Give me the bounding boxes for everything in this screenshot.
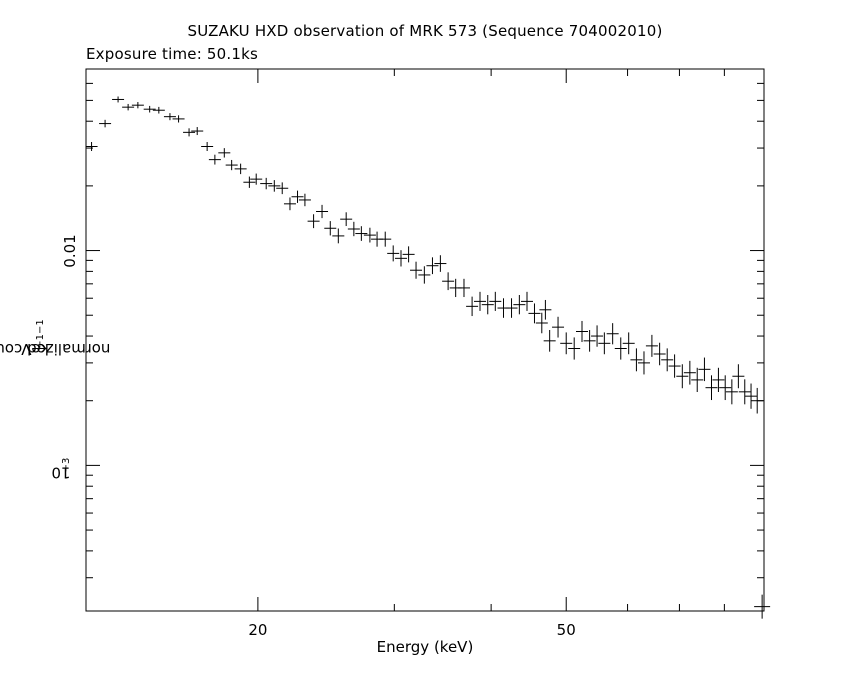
data-point (191, 127, 204, 136)
data-point (591, 325, 604, 347)
data-point (276, 182, 289, 195)
chart-subtitle: Exposure time: 50.1ks (86, 45, 259, 63)
x-axis-ticks (257, 69, 765, 611)
data-point (552, 316, 565, 338)
data-point (163, 113, 176, 121)
data-point (645, 334, 658, 357)
x-tick-label: 20 (248, 621, 267, 639)
data-point (481, 294, 494, 315)
plot-frame (85, 68, 765, 612)
data-point (738, 379, 751, 405)
data-point (614, 337, 627, 360)
data-point (307, 214, 320, 229)
data-point (622, 332, 635, 355)
data-point (751, 387, 764, 414)
data-point (474, 291, 487, 311)
data-point (676, 364, 689, 389)
data-point (324, 221, 337, 236)
data-point (691, 367, 704, 393)
data-point (568, 337, 581, 360)
data-point (426, 257, 439, 275)
data-point (208, 154, 221, 165)
data-point (112, 96, 125, 103)
data-point (521, 291, 534, 311)
data-point (543, 329, 556, 352)
data-point (387, 245, 400, 262)
data-point (457, 278, 470, 298)
data-point (402, 246, 415, 263)
data-point (152, 106, 165, 114)
data-point (183, 128, 196, 137)
data-point (225, 159, 238, 171)
x-axis-label: Energy (keV) (376, 638, 474, 656)
data-point (410, 261, 423, 279)
data-point (683, 360, 696, 385)
data-point (732, 364, 745, 389)
x-tick-labels: 20 50 (248, 621, 575, 639)
data-point (283, 197, 296, 211)
data-point (513, 294, 526, 315)
data-point (719, 375, 732, 401)
data-point (172, 115, 185, 123)
data-point (754, 594, 771, 619)
data-point (653, 342, 666, 366)
data-point (234, 163, 247, 175)
data-point (298, 193, 311, 207)
data-point (243, 176, 256, 188)
data-point (291, 190, 304, 203)
data-point (394, 250, 407, 267)
data-point (379, 231, 392, 247)
data-point (99, 119, 112, 128)
x-tick-label: 50 (557, 621, 576, 639)
data-point (340, 212, 353, 227)
data-point (637, 351, 650, 375)
data-point (85, 142, 98, 152)
data-point (745, 383, 758, 409)
y-axis-ticks (86, 68, 764, 579)
data-point (442, 272, 455, 291)
data-point (668, 354, 681, 378)
data-point (535, 312, 548, 334)
data-point (131, 102, 144, 109)
data-point (528, 303, 541, 324)
data-point (661, 348, 674, 372)
data-point (698, 357, 711, 382)
data-point (560, 332, 573, 355)
data-point (250, 173, 263, 185)
data-point (316, 204, 329, 219)
data-point (725, 379, 738, 405)
data-point (505, 298, 518, 318)
data-point (363, 227, 376, 243)
data-point (355, 226, 368, 241)
data-point (260, 177, 273, 190)
data-point (575, 320, 588, 343)
data-point (332, 228, 345, 244)
data-point (143, 105, 156, 113)
data-point (347, 221, 360, 237)
data-points (85, 96, 771, 619)
data-point (705, 375, 718, 401)
data-point (598, 332, 611, 355)
data-point (466, 296, 479, 317)
data-point (201, 142, 214, 152)
data-point (583, 329, 596, 352)
data-point (418, 266, 431, 284)
data-point (122, 103, 135, 111)
data-point (268, 180, 281, 192)
data-point (630, 348, 643, 372)
data-point (218, 148, 231, 158)
data-point (712, 367, 725, 393)
data-point (606, 323, 619, 345)
chart-title: SUZAKU HXD observation of MRK 573 (Seque… (187, 22, 663, 40)
data-point (539, 299, 552, 320)
data-point (434, 255, 447, 272)
data-point (489, 291, 502, 311)
